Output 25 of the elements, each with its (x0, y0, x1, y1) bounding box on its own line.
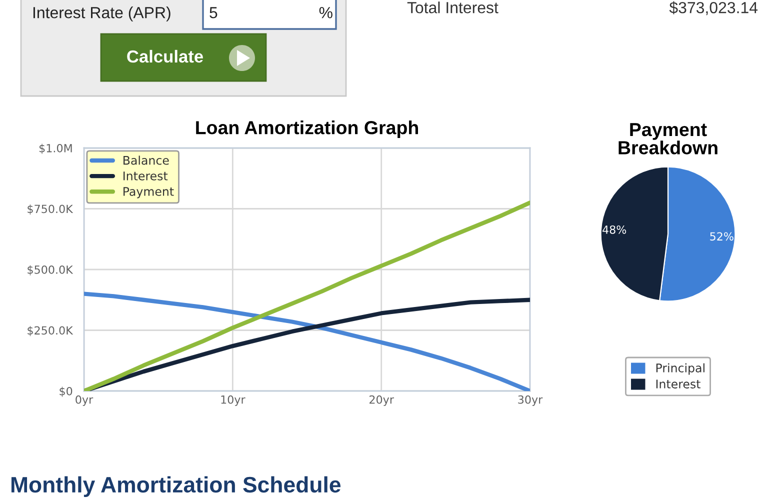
legend-label: Principal (656, 363, 704, 375)
legend-label: Interest (124, 172, 168, 180)
text: Calculate (127, 50, 204, 63)
text: 5 (210, 7, 218, 18)
text: % (319, 7, 332, 18)
chart-title: Payment Breakdown (618, 123, 718, 154)
text: Total Interest (407, 2, 498, 14)
legend-label: Payment (124, 187, 174, 198)
y-tick-label: $250.0K (28, 326, 74, 336)
x-tick-label: 30yr (518, 395, 543, 406)
x-tick-label: 0yr (76, 395, 94, 406)
text: $373,023.14 (669, 1, 758, 16)
y-tick-label: $500.0K (28, 265, 74, 276)
text: Monthly Amortization Schedule (11, 476, 341, 497)
x-tick-label: 20yr (370, 395, 394, 406)
y-tick-label: $1.0M (39, 144, 72, 154)
legend-label: Interest (656, 380, 700, 388)
x-tick-label: 10yr (221, 395, 246, 406)
y-tick-label: $750.0K (28, 204, 74, 215)
data-label: 52% (710, 232, 734, 241)
data-label: 48% (602, 225, 626, 234)
text: Interest Rate (APR) (33, 6, 170, 22)
y-tick-label: $0 (60, 386, 72, 397)
chart-title: Loan Amortization Graph (196, 120, 418, 138)
legend-label: Balance (124, 156, 169, 165)
